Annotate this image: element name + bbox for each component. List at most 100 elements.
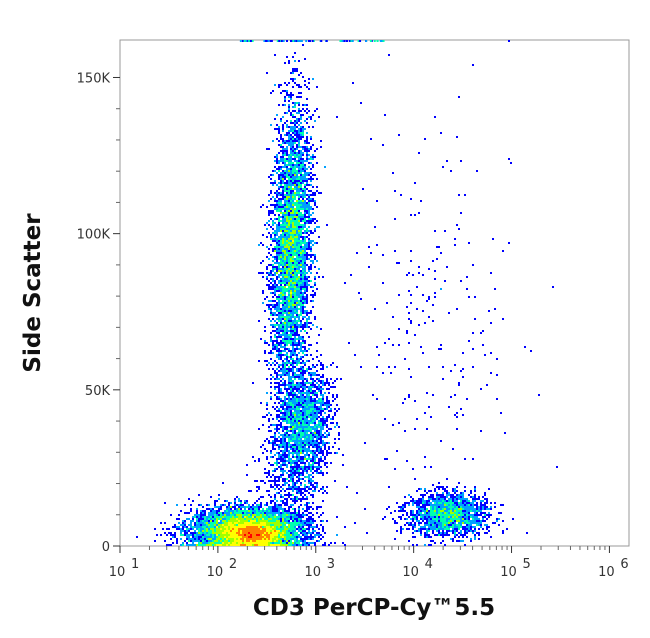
density-bin: [284, 194, 286, 196]
density-bin: [282, 302, 284, 304]
density-bin: [266, 458, 268, 460]
density-bin: [446, 512, 448, 514]
density-bin: [420, 534, 422, 536]
density-bin: [320, 458, 322, 460]
density-bin: [306, 294, 308, 296]
density-bin: [298, 488, 300, 490]
density-bin: [258, 428, 260, 430]
density-bin: [436, 508, 438, 510]
density-bin: [478, 534, 480, 536]
density-bin: [280, 220, 282, 222]
density-bin: [282, 362, 284, 364]
density-bin: [280, 340, 282, 342]
density-bin: [328, 384, 330, 386]
density-bin: [480, 500, 482, 502]
density-bin: [428, 296, 430, 298]
density-bin: [286, 398, 288, 400]
density-bin: [308, 544, 310, 546]
density-bin: [272, 174, 274, 176]
density-bin: [276, 206, 278, 208]
density-bin: [308, 326, 310, 328]
density-bin: [428, 524, 430, 526]
density-bin: [292, 72, 294, 74]
density-bin: [318, 452, 320, 454]
density-bin: [298, 522, 300, 524]
density-bin: [428, 498, 430, 500]
density-bin: [280, 274, 282, 276]
density-bin: [216, 516, 218, 518]
density-bin: [248, 504, 250, 506]
density-bin: [326, 430, 328, 432]
density-bin: [278, 210, 280, 212]
density-bin: [284, 174, 286, 176]
density-bin: [290, 78, 292, 80]
density-bin: [304, 488, 306, 490]
density-bin: [280, 336, 282, 338]
density-bin: [198, 520, 200, 522]
density-bin: [314, 530, 316, 532]
density-bin: [266, 268, 268, 270]
density-bin: [302, 396, 304, 398]
density-bin: [284, 342, 286, 344]
density-bin: [284, 540, 286, 542]
density-bin: [278, 388, 280, 390]
density-bin: [418, 506, 420, 508]
density-bin: [282, 452, 284, 454]
density-bin: [290, 468, 292, 470]
density-bin: [426, 508, 428, 510]
density-bin: [290, 420, 292, 422]
density-bin: [320, 146, 322, 148]
density-bin: [206, 520, 208, 522]
density-bin: [302, 442, 304, 444]
density-bin: [322, 410, 324, 412]
density-bin: [308, 210, 310, 212]
density-bin: [270, 352, 272, 354]
density-bin: [214, 506, 216, 508]
density-bin: [240, 508, 242, 510]
density-bin: [276, 262, 278, 264]
density-bin: [240, 504, 242, 506]
density-bin: [242, 514, 244, 516]
density-bin: [280, 234, 282, 236]
density-bin: [288, 462, 290, 464]
density-bin: [302, 430, 304, 432]
density-bin: [306, 472, 308, 474]
density-bin: [296, 172, 298, 174]
density-bin: [290, 378, 292, 380]
density-bin: [296, 492, 298, 494]
density-bin: [302, 410, 304, 412]
density-bin: [398, 262, 400, 264]
density-bin: [446, 494, 448, 496]
density-bin: [304, 494, 306, 496]
density-bin: [296, 360, 298, 362]
density-bin: [476, 516, 478, 518]
density-bin: [176, 538, 178, 540]
density-bin: [424, 518, 426, 520]
density-bin: [278, 448, 280, 450]
density-bin: [288, 96, 290, 98]
density-bin: [284, 204, 286, 206]
density-bin: [280, 518, 282, 520]
density-bin: [252, 506, 254, 508]
density-bin: [206, 508, 208, 510]
density-bin: [288, 254, 290, 256]
density-bin: [394, 366, 396, 368]
density-bin: [336, 534, 338, 536]
density-bin: [300, 458, 302, 460]
density-bin: [286, 518, 288, 520]
density-bin: [296, 446, 298, 448]
density-bin: [280, 202, 282, 204]
density-bin: [208, 508, 210, 510]
density-bin: [398, 134, 400, 136]
density-bin: [420, 508, 422, 510]
density-bin: [300, 138, 302, 140]
density-bin: [302, 146, 304, 148]
density-bin: [176, 526, 178, 528]
density-bin: [274, 506, 276, 508]
density-bin: [286, 374, 288, 376]
density-bin: [330, 386, 332, 388]
density-bin: [440, 508, 442, 510]
density-bin: [298, 336, 300, 338]
density-bin: [294, 224, 296, 226]
density-bin: [280, 490, 282, 492]
